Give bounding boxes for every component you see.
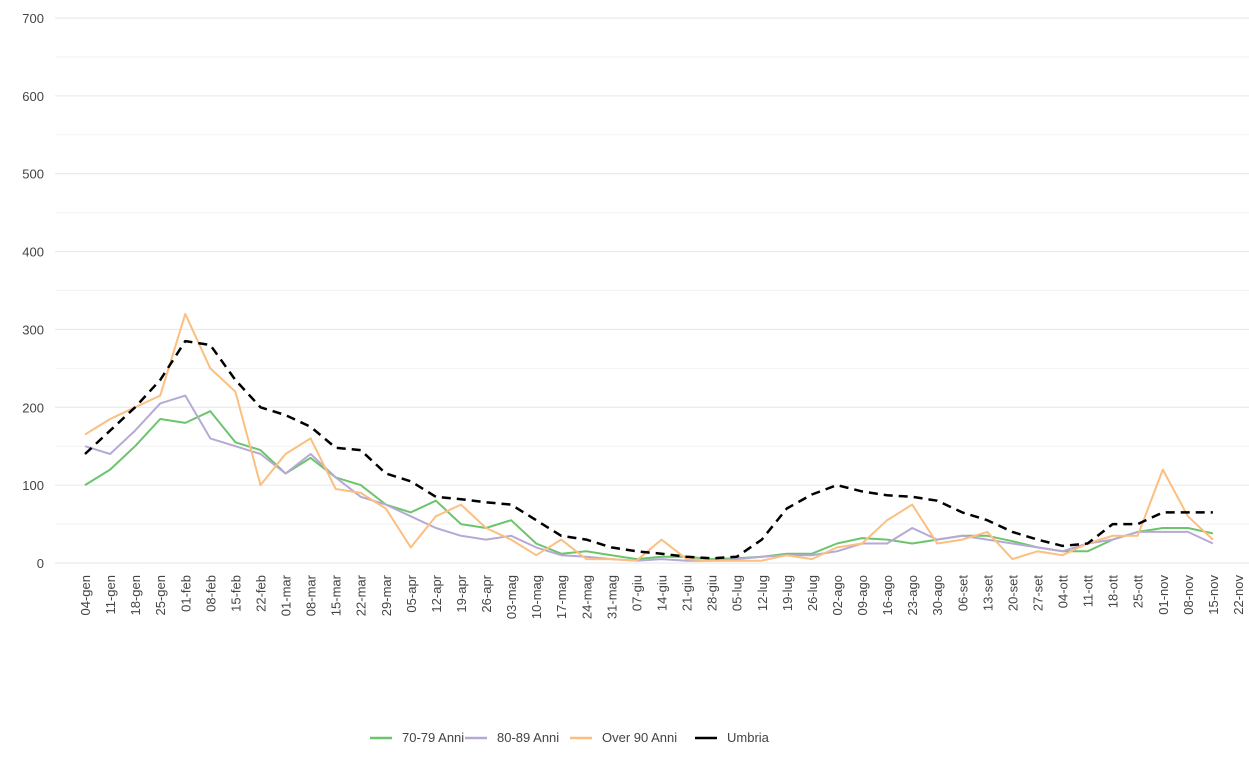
x-tick-label: 18-ott [1106,575,1121,609]
x-tick-label: 01-mar [279,574,294,616]
x-tick-label: 07-giu [629,575,644,611]
legend-label: 80-89 Anni [497,730,559,745]
x-tick-label: 25-gen [153,575,168,615]
x-tick-label: 08-nov [1181,575,1196,615]
x-tick-label: 22-feb [253,575,268,612]
x-tick-label: 09-ago [855,575,870,615]
x-tick-label: 08-feb [203,575,218,612]
series-line [84,410,1214,561]
x-tick-label: 13-set [980,575,995,612]
x-tick-label: 16-ago [880,575,895,615]
x-tick-label: 01-feb [178,575,193,612]
series-line [84,339,1213,560]
x-tick-label: 31-mag [604,575,619,619]
x-tick-label: 06-set [955,575,970,612]
y-tick-label: 300 [22,322,44,337]
x-tick-label: 17-mag [554,575,569,619]
x-tick-label: 04-ott [1056,575,1071,609]
x-tick-label: 01-nov [1156,575,1171,615]
x-tick-label: 20-set [1005,575,1020,612]
x-tick-label: 11-gen [103,575,118,615]
x-tick-label: 23-ago [905,575,920,615]
x-tick-label: 15-mar [329,574,344,616]
x-tick-label: 30-ago [930,575,945,615]
y-tick-label: 700 [22,11,44,26]
x-tick-label: 08-mar [304,574,319,616]
x-tick-label: 04-gen [78,575,93,615]
y-tick-label: 400 [22,245,44,260]
x-tick-label: 25-ott [1131,575,1146,609]
x-tick-label: 18-gen [128,575,143,615]
x-tick-label: 21-giu [680,575,695,611]
x-tick-label: 02-ago [830,575,845,615]
x-tick-label: 27-set [1030,575,1045,612]
y-tick-label: 500 [22,167,44,182]
y-tick-label: 200 [22,400,44,415]
legend-label: Umbria [727,730,770,745]
x-tick-label: 26-lug [805,575,820,611]
y-tick-label: 0 [37,556,44,571]
legend-label: Over 90 Anni [602,730,677,745]
x-tick-label: 19-lug [780,575,795,611]
x-tick-label: 15-nov [1206,575,1221,615]
x-tick-label: 10-mag [529,575,544,619]
x-tick-label: 05-apr [404,574,419,612]
x-tick-label: 22-mar [354,574,369,616]
x-tick-label: 26-apr [479,574,494,612]
x-tick-label: 28-giu [705,575,720,611]
x-tick-label: 29-mar [379,574,394,616]
x-tick-label: 12-apr [429,574,444,612]
x-tick-label: 22-nov [1231,575,1246,615]
x-tick-label: 11-ott [1081,575,1096,608]
x-tick-label: 14-giu [655,575,670,611]
x-tick-label: 24-mag [579,575,594,619]
x-tick-label: 19-apr [454,574,469,612]
x-tick-label: 03-mag [504,575,519,619]
y-tick-label: 100 [22,478,44,493]
x-tick-label: 15-feb [228,575,243,612]
x-tick-label: 12-lug [755,575,770,611]
legend-label: 70-79 Anni [402,730,464,745]
y-tick-label: 600 [22,89,44,104]
series-line [84,312,1214,562]
series-line [84,394,1214,562]
x-tick-label: 05-lug [730,575,745,611]
